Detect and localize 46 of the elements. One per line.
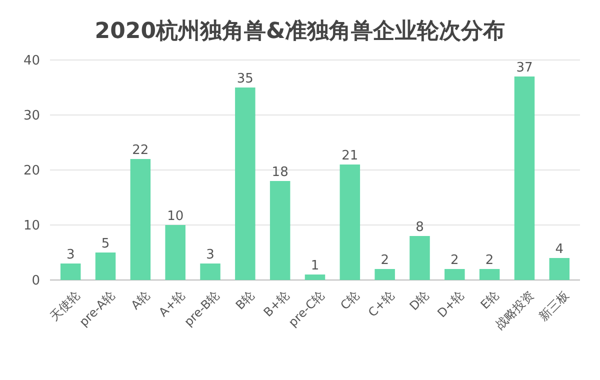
y-tick-label: 0 [32, 274, 40, 289]
bar [374, 269, 395, 280]
data-label: 2 [380, 253, 389, 268]
bar [235, 88, 256, 280]
bar [95, 252, 116, 280]
bar [270, 181, 290, 280]
x-tick-label: A+轮 [156, 288, 188, 320]
bar [549, 258, 570, 280]
x-tick-label: D轮 [406, 288, 432, 314]
x-tick-label: E轮 [478, 288, 502, 312]
bar [304, 274, 326, 280]
data-label: 2 [450, 253, 459, 268]
data-label: 3 [66, 248, 75, 262]
x-tick-label: C轮 [338, 288, 362, 312]
bar [479, 269, 500, 280]
bar [410, 236, 430, 280]
bar [130, 159, 151, 280]
y-tick-label: 20 [23, 164, 40, 179]
bar [165, 225, 186, 280]
bar [514, 76, 535, 280]
data-label: 21 [342, 148, 358, 164]
data-label: 1 [310, 258, 320, 274]
data-label: 4 [555, 242, 564, 257]
data-label: 5 [101, 236, 110, 252]
chart-title: 2020杭州独角兽&准独角兽企业轮次分布 [94, 18, 506, 44]
x-tick-label: B轮 [233, 288, 258, 312]
y-tick-label: 10 [23, 218, 40, 234]
data-label: 18 [272, 165, 288, 180]
data-label: 8 [416, 220, 424, 235]
x-tick-label: A轮 [128, 288, 152, 312]
x-tick-label: D+轮 [434, 288, 467, 320]
y-tick-label: 30 [23, 108, 40, 124]
bar [200, 264, 220, 280]
data-label: 22 [132, 143, 149, 158]
data-label: 3 [206, 248, 214, 262]
data-label: 37 [516, 60, 533, 76]
bar [60, 264, 81, 280]
data-label: 10 [167, 209, 184, 224]
data-label: 35 [236, 72, 254, 86]
x-tick-label: 新三板 [536, 288, 572, 324]
x-tick-label: C+轮 [365, 288, 397, 320]
x-tick-label: B+轮 [260, 288, 292, 320]
bar [444, 269, 465, 280]
data-label: 2 [485, 253, 494, 268]
bar [340, 164, 360, 280]
y-tick-label: 40 [23, 54, 40, 69]
